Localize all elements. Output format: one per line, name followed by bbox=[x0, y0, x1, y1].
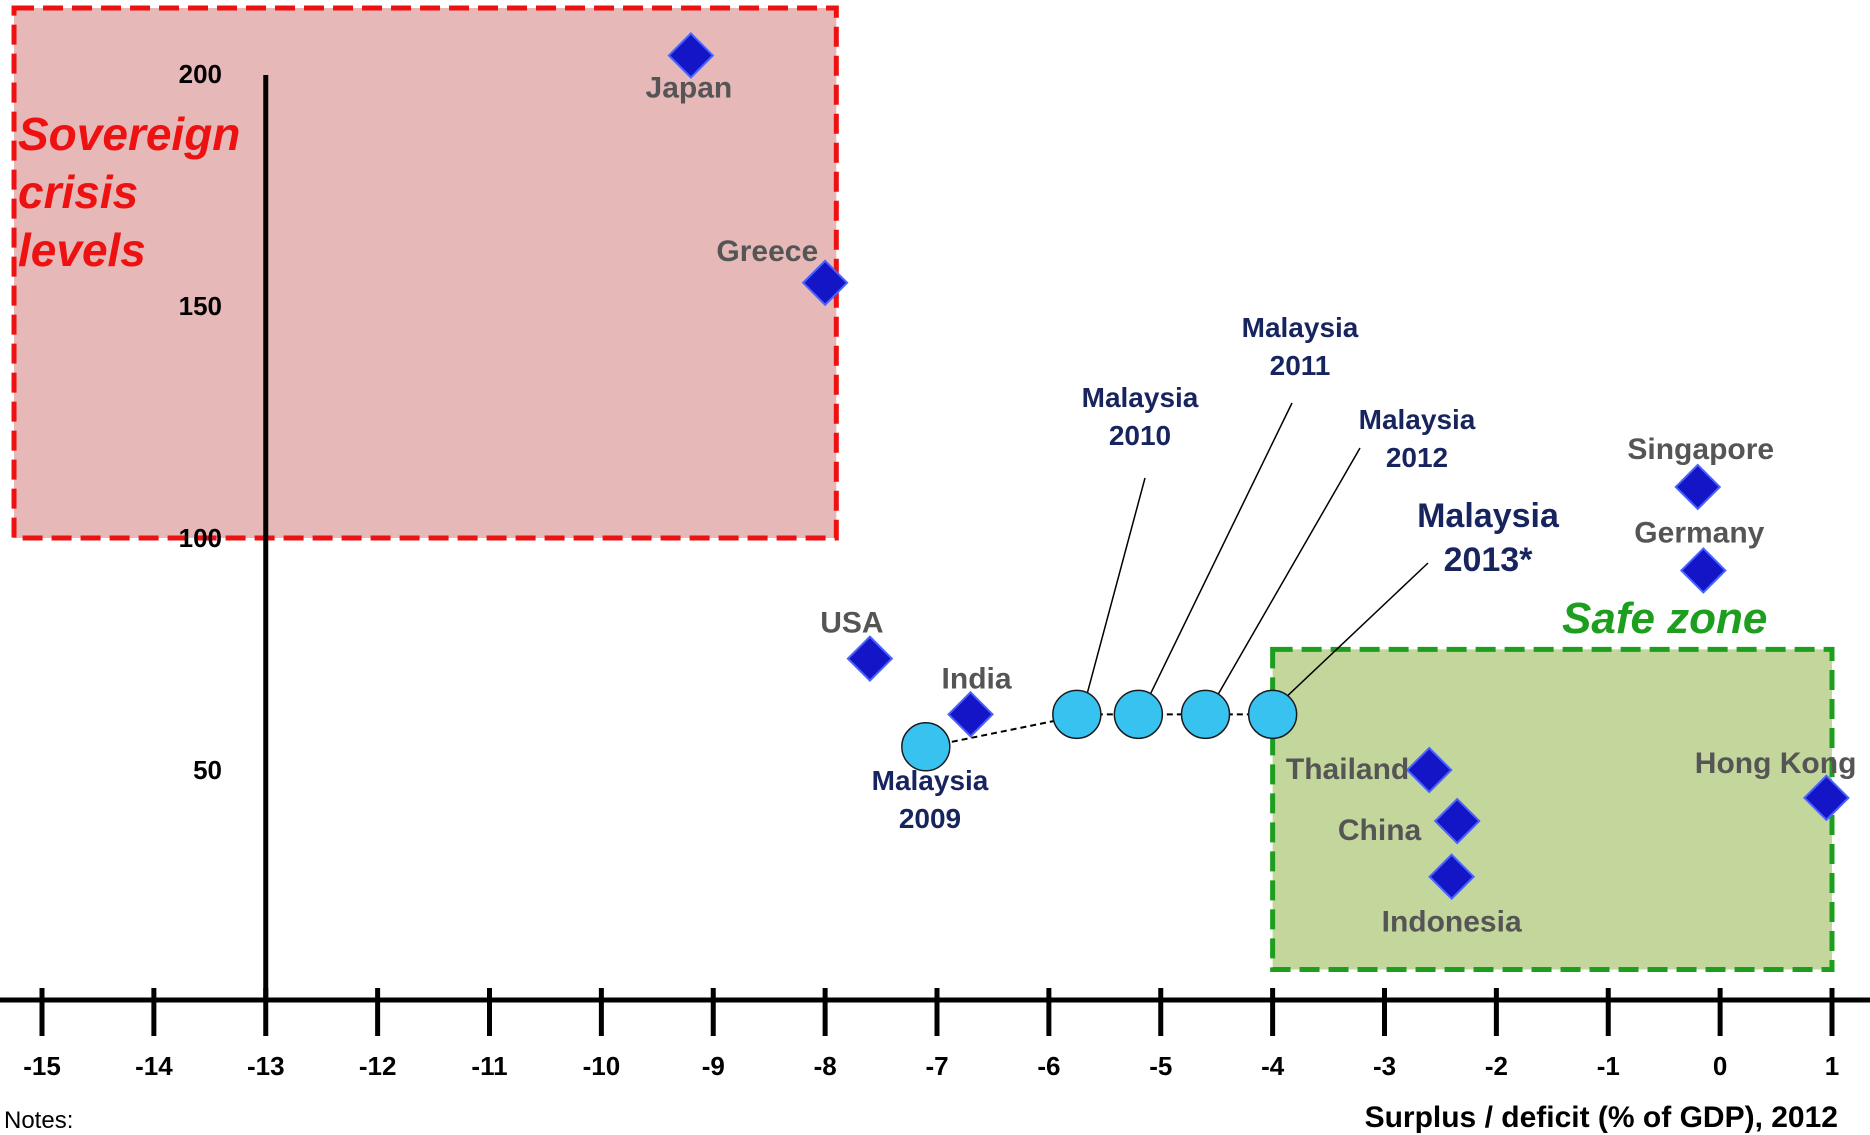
x-tick-label: -1 bbox=[1597, 1051, 1620, 1081]
country-label: China bbox=[1338, 814, 1422, 847]
x-tick-label: 1 bbox=[1825, 1051, 1839, 1081]
x-tick-label: -7 bbox=[925, 1051, 948, 1081]
malaysia-label-name: Malaysia bbox=[1359, 404, 1476, 435]
x-tick-label: -9 bbox=[702, 1051, 725, 1081]
malaysia-point bbox=[1052, 689, 1102, 740]
malaysia-label-year: 2010 bbox=[1109, 420, 1171, 451]
country-point-india bbox=[947, 690, 994, 738]
x-tick-label: -10 bbox=[583, 1051, 621, 1081]
crisis-zone-label-line: crisis bbox=[18, 166, 138, 218]
country-point-indonesia bbox=[1428, 853, 1476, 901]
country-point-germany bbox=[1679, 547, 1727, 594]
malaysia-point bbox=[1113, 689, 1164, 740]
x-tick-label: 0 bbox=[1713, 1051, 1727, 1081]
country-point-japan bbox=[667, 32, 715, 79]
x-tick-label: -11 bbox=[471, 1051, 507, 1081]
x-tick-label: -12 bbox=[359, 1051, 397, 1081]
safe-zone-label: Safe zone bbox=[1562, 594, 1767, 643]
malaysia-leader-line bbox=[1145, 402, 1293, 703]
country-label: Thailand bbox=[1286, 753, 1409, 786]
country-label: Indonesia bbox=[1382, 906, 1522, 939]
x-tick-label: -2 bbox=[1485, 1051, 1508, 1081]
crisis-zone bbox=[11, 5, 839, 541]
labels-layer: Japan Greece USA India Singapore Germany Thail… bbox=[646, 71, 1857, 938]
malaysia-leader-line bbox=[1212, 447, 1361, 703]
points-layer bbox=[667, 32, 1850, 901]
y-tick-label: 150 bbox=[179, 291, 222, 321]
country-label: USA bbox=[820, 607, 883, 640]
x-axis-title: Surplus / deficit (% of GDP), 2012 bbox=[1365, 1101, 1838, 1134]
malaysia-label-year: 2009 bbox=[899, 803, 961, 834]
country-label: Hong Kong bbox=[1695, 747, 1857, 780]
malaysia-point bbox=[1247, 689, 1298, 740]
zones-layer: Sovereign crisis levels Safe zone bbox=[11, 5, 1835, 973]
country-label: Greece bbox=[716, 235, 818, 268]
malaysia-label-year: 2012 bbox=[1386, 442, 1448, 473]
x-tick-label: -14 bbox=[135, 1051, 173, 1081]
country-label: Germany bbox=[1634, 516, 1764, 549]
country-label: Japan bbox=[646, 71, 733, 104]
malaysia-label-name: Malaysia bbox=[1417, 497, 1560, 535]
notes-label: Notes: bbox=[4, 1107, 73, 1134]
malaysia-label-year: 2013* bbox=[1444, 541, 1534, 579]
malaysia-label-name: Malaysia bbox=[1082, 382, 1199, 413]
malaysia-label-name: Malaysia bbox=[1242, 312, 1359, 343]
y-tick-label: 100 bbox=[179, 523, 222, 553]
crisis-zone-label-line: Sovereign bbox=[18, 108, 240, 160]
x-tick-label: -4 bbox=[1261, 1051, 1285, 1081]
malaysia-point bbox=[1180, 689, 1231, 740]
country-point-greece bbox=[801, 259, 849, 307]
malaysia-point bbox=[901, 722, 951, 772]
axes-layer: -15 -14 -13 -12 -11 -10 -9 -8 -7 -6 -5 -4 -3 -2 -1 0 150… bbox=[0, 59, 1870, 1081]
malaysia-label-year: 2011 bbox=[1270, 350, 1331, 381]
crisis-zone-label-line: levels bbox=[18, 224, 146, 276]
country-point-hong-kong bbox=[1802, 774, 1850, 822]
malaysia-label-name: Malaysia bbox=[872, 765, 989, 796]
country-point-usa bbox=[846, 635, 894, 683]
x-tick-label: -5 bbox=[1149, 1051, 1172, 1081]
country-label: India bbox=[942, 662, 1012, 695]
safe-zone bbox=[1270, 646, 1835, 973]
y-tick-label: 200 bbox=[179, 59, 222, 89]
malaysia-leader-line bbox=[1084, 477, 1146, 703]
x-tick-label: -8 bbox=[814, 1051, 837, 1081]
country-point-thailand bbox=[1405, 746, 1453, 794]
malaysia-leader-line bbox=[1280, 562, 1429, 703]
country-point-china bbox=[1433, 797, 1481, 845]
x-tick-label: -13 bbox=[247, 1051, 285, 1081]
country-label: Singapore bbox=[1627, 433, 1774, 466]
x-tick-label: -6 bbox=[1037, 1051, 1060, 1081]
x-tick-label: -15 bbox=[23, 1051, 61, 1081]
y-tick-label: 50 bbox=[193, 755, 222, 785]
country-point-singapore bbox=[1674, 463, 1722, 511]
x-tick-label: -3 bbox=[1373, 1051, 1396, 1081]
